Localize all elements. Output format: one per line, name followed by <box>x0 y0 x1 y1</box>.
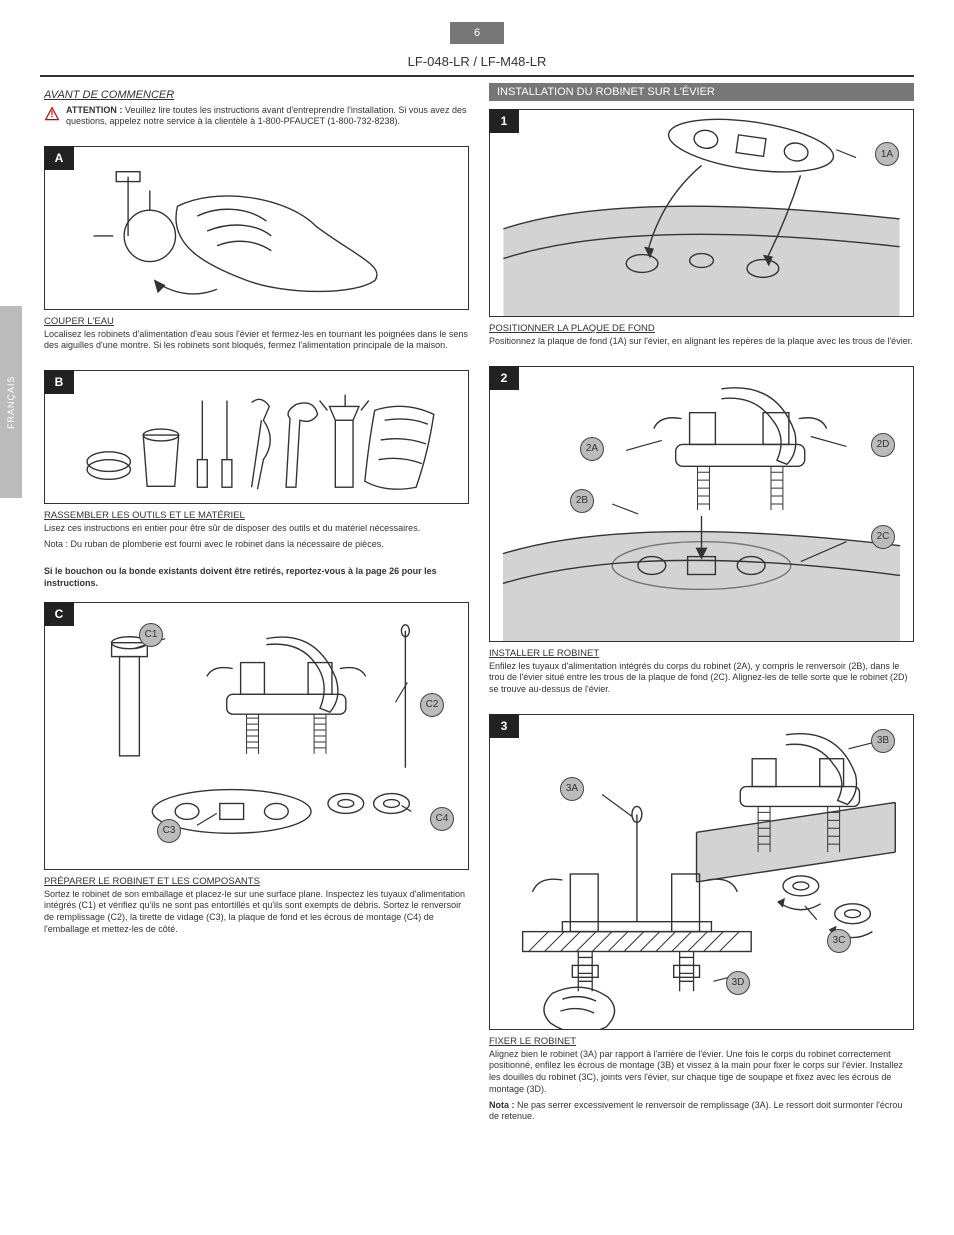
warning-text: Veuillez lire toutes les instructions av… <box>66 105 466 126</box>
step-a-box: A <box>44 146 74 170</box>
callout-2d-label: 2D <box>877 439 890 450</box>
shutoff-illustration <box>45 147 468 309</box>
s2-title: INSTALLER LE ROBINET <box>489 648 914 659</box>
panel-2: 2 <box>489 366 914 642</box>
callout-3b-label: 3B <box>877 735 889 746</box>
callout-3a-label: 3A <box>566 783 578 794</box>
two-column-layout: AVANT DE COMMENCER ! ATTENTION : Veuille… <box>40 83 914 1123</box>
doc-title: LF-048-LR / LF-M48-LR <box>40 54 914 69</box>
callout-3c-label: 3C <box>833 935 846 946</box>
callout-c4: C4 <box>430 807 454 831</box>
tools-illustration <box>45 371 468 503</box>
callout-c4-label: C4 <box>436 813 449 824</box>
panel-1: 1 <box>489 109 914 317</box>
step-2-label: 2 <box>501 371 508 385</box>
step-1-box: 1 <box>489 109 519 133</box>
step-2-box: 2 <box>489 366 519 390</box>
panel-b: B <box>44 370 469 504</box>
language-tab: FRANÇAIS <box>0 306 22 498</box>
warning-label: ATTENTION : <box>66 105 122 115</box>
callout-3a: 3A <box>560 777 584 801</box>
step-b-label: B <box>55 375 64 389</box>
b-body2: Nota : Du ruban de plomberie est fourni … <box>44 539 469 551</box>
callout-1a-label: 1A <box>881 149 893 160</box>
warning-row: ! ATTENTION : Veuillez lire toutes les i… <box>44 105 469 128</box>
s3-note-label: Nota : <box>489 1100 517 1110</box>
section-title: INSTALLATION DU ROBINET SUR L'ÉVIER <box>497 86 715 98</box>
callout-2c: 2C <box>871 525 895 549</box>
section-bar: INSTALLATION DU ROBINET SUR L'ÉVIER <box>489 83 914 101</box>
callout-2c-label: 2C <box>877 531 890 542</box>
callout-2b-label: 2B <box>576 495 588 506</box>
c-title: PRÉPARER LE ROBINET ET LES COMPOSANTS <box>44 876 469 887</box>
c-body: Sortez le robinet de son emballage et pl… <box>44 889 469 936</box>
step-3-label: 3 <box>501 719 508 733</box>
callout-3c: 3C <box>827 929 851 953</box>
deckplate-illustration <box>490 110 913 316</box>
callout-c1: C1 <box>139 623 163 647</box>
before-heading: AVANT DE COMMENCER <box>44 89 469 101</box>
callout-2b: 2B <box>570 489 594 513</box>
s3-body: Alignez bien le robinet (3A) par rapport… <box>489 1049 914 1096</box>
title-rule <box>40 75 914 77</box>
left-column: AVANT DE COMMENCER ! ATTENTION : Veuille… <box>40 83 469 1123</box>
drain-note: Si le bouchon ou la bonde existants doiv… <box>44 566 469 589</box>
s2-body: Enfilez les tuyaux d'alimentation intégr… <box>489 661 914 696</box>
step-a-label: A <box>55 151 64 165</box>
a-title: COUPER L'EAU <box>44 316 469 327</box>
callout-2a: 2A <box>580 437 604 461</box>
callout-c3-label: C3 <box>163 825 176 836</box>
callout-c2-label: C2 <box>426 699 439 710</box>
callout-c2: C2 <box>420 693 444 717</box>
warning-icon: ! <box>44 106 60 122</box>
callout-2a-label: 2A <box>586 443 598 454</box>
b-body1: Lisez ces instructions en entier pour êt… <box>44 523 469 535</box>
b-title: RASSEMBLER LES OUTILS ET LE MATÉRIEL <box>44 510 469 521</box>
s3-title: FIXER LE ROBINET <box>489 1036 914 1047</box>
s3-note: Nota : Ne pas serrer excessivement le re… <box>489 1100 914 1123</box>
secure-illustration <box>490 715 913 1029</box>
components-illustration <box>45 603 468 869</box>
install-illustration <box>490 367 913 641</box>
language-tab-label: FRANÇAIS <box>6 375 16 429</box>
s1-title: POSITIONNER LA PLAQUE DE FOND <box>489 323 914 334</box>
page-root: 6 FRANÇAIS LF-048-LR / LF-M48-LR AVANT D… <box>0 0 954 1235</box>
callout-3b: 3B <box>871 729 895 753</box>
step-1-label: 1 <box>501 114 508 128</box>
callout-1a: 1A <box>875 142 899 166</box>
callout-2d: 2D <box>871 433 895 457</box>
page-number: 6 <box>474 27 480 39</box>
step-3-box: 3 <box>489 714 519 738</box>
step-c-label: C <box>55 607 64 621</box>
callout-3d-label: 3D <box>732 977 745 988</box>
callout-3d: 3D <box>726 971 750 995</box>
s3-note-text: Ne pas serrer excessivement le renversoi… <box>489 1100 902 1122</box>
panel-3: 3 <box>489 714 914 1030</box>
warning-text-block: ATTENTION : Veuillez lire toutes les ins… <box>66 105 469 128</box>
panel-c: C <box>44 602 469 870</box>
s1-body: Positionnez la plaque de fond (1A) sur l… <box>489 336 914 348</box>
panel-a: A <box>44 146 469 310</box>
a-body: Localisez les robinets d'alimentation d'… <box>44 329 469 352</box>
step-c-box: C <box>44 602 74 626</box>
step-b-box: B <box>44 370 74 394</box>
right-column: INSTALLATION DU ROBINET SUR L'ÉVIER 1 <box>489 83 914 1123</box>
callout-c1-label: C1 <box>145 629 158 640</box>
page-number-box: 6 <box>450 22 504 44</box>
callout-c3: C3 <box>157 819 181 843</box>
svg-text:!: ! <box>51 109 54 119</box>
